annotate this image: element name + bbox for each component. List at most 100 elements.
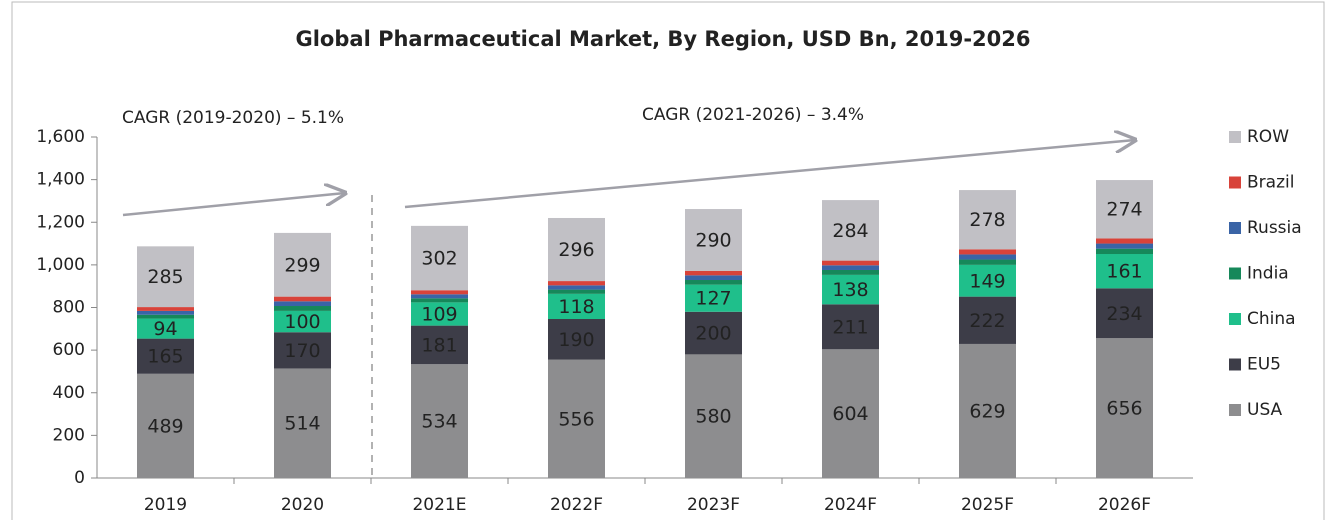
data-label: 302 <box>421 248 457 270</box>
legend-label: ROW <box>1247 127 1289 147</box>
bar-segment <box>1096 338 1153 478</box>
bar-segment <box>274 332 331 369</box>
data-label: 127 <box>695 288 731 310</box>
bar-segment <box>959 343 1016 478</box>
legend-swatch <box>1229 313 1241 325</box>
bar-segment <box>548 293 605 320</box>
y-tick-label: 0 <box>74 468 85 488</box>
x-tick-label: 2020 <box>281 495 324 515</box>
legend-swatch <box>1229 176 1241 189</box>
data-label: 284 <box>832 220 868 242</box>
legend-swatch <box>1229 404 1241 416</box>
y-tick-label: 1,400 <box>36 170 85 190</box>
bar-segment <box>959 259 1016 265</box>
bar-segment <box>411 302 468 326</box>
bar-segment <box>137 314 194 319</box>
data-label: 299 <box>284 254 320 276</box>
data-label: 118 <box>558 296 594 318</box>
arrow <box>404 140 1135 209</box>
data-label: 296 <box>558 239 594 261</box>
legend-swatch <box>1229 131 1241 143</box>
x-tick-label: 2021E <box>412 495 466 515</box>
data-label: 274 <box>1106 199 1142 221</box>
frame <box>11 1 1325 520</box>
data-label: 222 <box>969 310 1005 332</box>
bar-segment <box>411 290 468 295</box>
bar-segment <box>959 296 1016 344</box>
data-label: 580 <box>695 406 731 428</box>
bar-segment <box>1096 180 1153 239</box>
bar-segment <box>274 368 331 478</box>
bar-segment <box>1096 248 1153 255</box>
bar-segment <box>685 270 742 276</box>
bar-segment <box>959 249 1016 255</box>
bar-segment <box>1096 288 1153 339</box>
chart-title: Global Pharmaceutical Market, By Region,… <box>296 27 1031 51</box>
bar-segment <box>822 260 879 266</box>
legend-label: USA <box>1247 400 1283 420</box>
bar-segment <box>685 284 742 312</box>
data-label: 161 <box>1106 261 1142 283</box>
legend-label: Russia <box>1247 218 1302 238</box>
bar-segment <box>685 209 742 271</box>
data-label: 170 <box>284 340 320 362</box>
x-tick-label: 2025F <box>961 495 1014 515</box>
data-label: 138 <box>832 279 868 301</box>
y-tick-label: 600 <box>53 340 85 360</box>
data-label: 489 <box>147 415 183 437</box>
bar-segment <box>959 254 1016 260</box>
bar-segment <box>411 294 468 299</box>
bar-segment <box>274 310 331 333</box>
bar-segment <box>411 364 468 478</box>
data-label: 234 <box>1106 303 1142 325</box>
bar-segment <box>685 311 742 355</box>
bar-segment <box>411 298 468 303</box>
annotation: CAGR (2021-2026) – 3.4% <box>642 105 864 125</box>
bar-segment <box>1096 243 1153 249</box>
legend-label: India <box>1247 264 1289 284</box>
legend-label: China <box>1247 309 1296 329</box>
bar-segment <box>411 325 468 365</box>
bar-segment <box>274 306 331 311</box>
bar-segment <box>137 338 194 374</box>
x-tick-label: 2023F <box>687 495 740 515</box>
bar-segment <box>137 307 194 311</box>
data-label: 181 <box>421 334 457 356</box>
data-label: 149 <box>969 270 1005 292</box>
bar-segment <box>137 373 194 478</box>
bar-segment <box>548 359 605 478</box>
legend-swatch <box>1229 358 1241 371</box>
bar-segment <box>411 225 468 291</box>
data-label: 285 <box>147 266 183 288</box>
data-label: 190 <box>558 329 594 351</box>
bar-segment <box>548 217 605 282</box>
data-label: 94 <box>153 318 177 340</box>
legend-swatch <box>1229 267 1241 280</box>
data-label: 100 <box>284 311 320 333</box>
bar-segment <box>685 275 742 281</box>
data-label: 514 <box>284 413 320 435</box>
data-label: 534 <box>421 411 457 433</box>
x-tick-label: 2024F <box>824 495 877 515</box>
bar-segment <box>548 285 605 290</box>
bar-segment <box>1096 238 1153 244</box>
bar-segment <box>274 296 331 302</box>
arrow <box>122 193 345 217</box>
data-label: 656 <box>1106 398 1142 420</box>
data-label: 200 <box>695 323 731 345</box>
y-tick-label: 1,000 <box>36 255 85 275</box>
bar-segment <box>959 190 1016 250</box>
legend-swatch <box>1229 222 1241 234</box>
bar-segment <box>822 274 879 305</box>
data-label: 211 <box>832 316 868 338</box>
y-tick-label: 200 <box>53 425 85 445</box>
bar-segment <box>274 301 331 307</box>
bar-segment <box>822 265 879 270</box>
bar-segment <box>822 304 879 350</box>
bar-segment <box>685 354 742 478</box>
x-tick-label: 2026F <box>1098 495 1151 515</box>
data-label: 604 <box>832 403 868 425</box>
x-tick-label: 2022F <box>550 495 603 515</box>
data-label: 290 <box>695 229 731 251</box>
